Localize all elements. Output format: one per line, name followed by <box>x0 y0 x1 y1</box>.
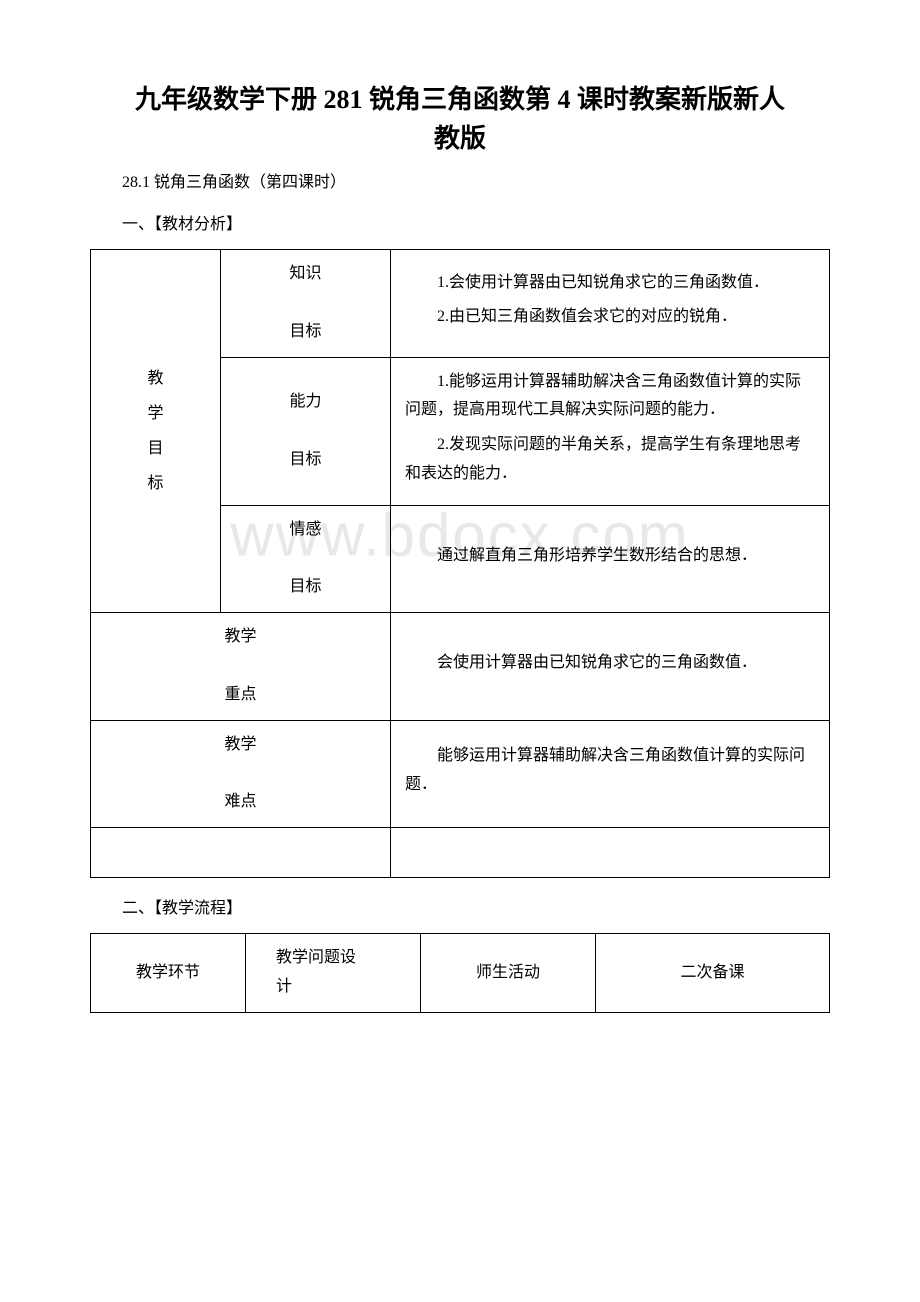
header-cell: 二次备课 <box>596 934 830 1013</box>
empty-cell <box>391 827 830 877</box>
process-table: 教学环节 教学问题设 计 师生活动 二次备课 <box>90 933 830 1013</box>
teaching-focus-label: 教学 重点 <box>91 613 391 720</box>
teaching-focus-content: 会使用计算器由已知锐角求它的三角函数值． <box>391 613 830 720</box>
emotion-goal-content: 通过解直角三角形培养学生数形结合的思想． <box>391 505 830 612</box>
empty-cell <box>91 827 391 877</box>
title-line-2: 教版 <box>434 124 486 153</box>
table-row <box>91 827 830 877</box>
table-row: 教 学 目 标 知识 目标 1.会使用计算器由已知锐角求它的三角函数值． 2.由… <box>91 250 830 357</box>
table-row: 教学环节 教学问题设 计 师生活动 二次备课 <box>91 934 830 1013</box>
section-2-title: 二、【教学流程】 <box>90 896 830 922</box>
title-line-1: 九年级数学下册 281 锐角三角函数第 4 课时教案新版新人 <box>135 85 785 114</box>
emotion-goal-label: 情感 目标 <box>221 505 391 612</box>
header-cell: 教学环节 <box>91 934 246 1013</box>
knowledge-goal-label: 知识 目标 <box>221 250 391 357</box>
subtitle: 28.1 锐角三角函数（第四课时） <box>90 170 830 196</box>
section-1-title: 一、【教材分析】 <box>90 212 830 238</box>
table-row: 教学 难点 能够运用计算器辅助解决含三角函数值计算的实际问题． <box>91 720 830 827</box>
teaching-difficulty-content: 能够运用计算器辅助解决含三角函数值计算的实际问题． <box>391 720 830 827</box>
ability-goal-label: 能力 目标 <box>221 357 391 505</box>
teaching-difficulty-label: 教学 难点 <box>91 720 391 827</box>
ability-goal-content: 1.能够运用计算器辅助解决含三角函数值计算的实际问题，提高用现代工具解决实际问题… <box>391 357 830 505</box>
page-title: 九年级数学下册 281 锐角三角函数第 4 课时教案新版新人 教版 <box>90 80 830 158</box>
page-content: 九年级数学下册 281 锐角三角函数第 4 课时教案新版新人 教版 28.1 锐… <box>90 80 830 1013</box>
knowledge-goal-content: 1.会使用计算器由已知锐角求它的三角函数值． 2.由已知三角函数值会求它的对应的… <box>391 250 830 357</box>
table-row: 教学 重点 会使用计算器由已知锐角求它的三角函数值． <box>91 613 830 720</box>
analysis-table: 教 学 目 标 知识 目标 1.会使用计算器由已知锐角求它的三角函数值． 2.由… <box>90 249 830 878</box>
teaching-goal-label: 教 学 目 标 <box>91 250 221 613</box>
header-cell: 教学问题设 计 <box>246 934 421 1013</box>
header-cell: 师生活动 <box>421 934 596 1013</box>
